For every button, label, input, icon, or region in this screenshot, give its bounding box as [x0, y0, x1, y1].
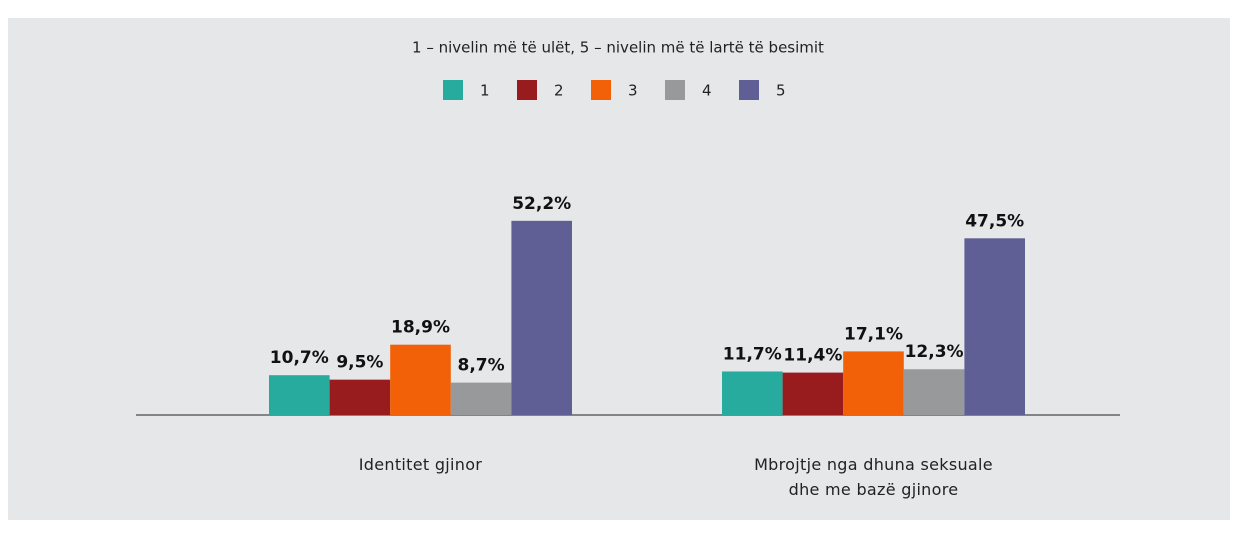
value-label: 9,5%	[336, 353, 383, 373]
bar	[269, 375, 330, 415]
bar	[782, 372, 844, 415]
value-label: 8,7%	[458, 356, 505, 376]
bar	[843, 351, 904, 415]
value-label: 17,1%	[844, 324, 903, 344]
bar	[903, 369, 965, 415]
value-label: 10,7%	[270, 348, 329, 368]
value-label: 11,4%	[783, 346, 842, 366]
bar	[329, 379, 391, 415]
legend-label: 1	[480, 82, 490, 100]
chart-panel	[8, 18, 1230, 520]
legend-label: 5	[776, 82, 786, 100]
category-label: Mbrojtje nga dhuna seksuale dhe me bazë …	[754, 455, 993, 499]
bar	[450, 382, 512, 415]
legend-swatch	[517, 80, 537, 100]
category-label: Identitet gjinor	[358, 455, 483, 474]
legend-label: 3	[628, 82, 638, 100]
bar	[511, 220, 572, 415]
bar	[390, 344, 451, 415]
bar	[722, 371, 783, 415]
chart-subtitle: 1 – nivelin më të ulët, 5 – nivelin më t…	[412, 39, 824, 57]
legend-label: 4	[702, 82, 712, 100]
legend-label: 2	[554, 82, 564, 100]
value-label: 47,5%	[965, 211, 1024, 231]
legend-swatch	[443, 80, 463, 100]
value-label: 12,3%	[905, 342, 964, 362]
legend-swatch	[739, 80, 759, 100]
legend-swatch	[591, 80, 611, 100]
legend-swatch	[665, 80, 685, 100]
value-label: 11,7%	[723, 344, 782, 364]
value-label: 18,9%	[391, 318, 450, 338]
bar	[964, 238, 1025, 415]
value-label: 52,2%	[512, 194, 571, 214]
